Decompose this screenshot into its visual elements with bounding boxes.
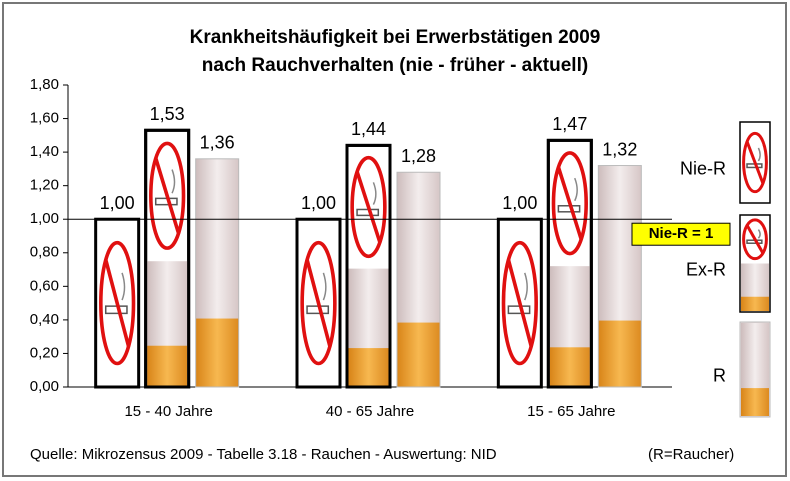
sign-slash bbox=[154, 157, 181, 234]
sign-slash bbox=[506, 259, 534, 348]
y-tick-label: 1,20 bbox=[30, 177, 59, 194]
legend-label: Ex-R bbox=[686, 259, 726, 279]
sign-smoke bbox=[524, 272, 528, 301]
value-label: 1,53 bbox=[150, 104, 185, 124]
cigarette-filter bbox=[741, 296, 769, 311]
chart-subtitle: nach Rauchverhalten (nie - früher - aktu… bbox=[202, 55, 588, 76]
sign-smoke bbox=[171, 169, 176, 194]
value-label: 1,28 bbox=[401, 146, 436, 166]
sign-smoke bbox=[757, 229, 761, 239]
cigarette-filter bbox=[147, 345, 188, 386]
sign-cigarette bbox=[557, 205, 581, 213]
value-label: 1,00 bbox=[100, 193, 135, 213]
sign-cigarette bbox=[104, 305, 128, 315]
y-tick-label: 1,60 bbox=[30, 110, 59, 127]
chart-title: Krankheitshäufigkeit bei Erwerbstätigen … bbox=[190, 27, 601, 48]
value-label: 1,36 bbox=[200, 133, 235, 153]
value-label: 1,32 bbox=[602, 139, 637, 159]
y-tick-label: 0,00 bbox=[30, 378, 59, 395]
cigarette-filter bbox=[397, 322, 440, 387]
bar-border bbox=[345, 143, 392, 389]
sign-slash bbox=[355, 170, 382, 244]
y-tick-label: 0,20 bbox=[30, 344, 59, 361]
y-tick-label: 0,40 bbox=[30, 311, 59, 328]
sign-smoke bbox=[121, 272, 126, 301]
value-label: 1,00 bbox=[502, 193, 537, 213]
reference-box bbox=[631, 222, 731, 246]
value-label: 1,44 bbox=[351, 119, 386, 139]
bar-edge bbox=[597, 165, 642, 388]
sign-slash bbox=[745, 140, 765, 185]
sign-cigarette bbox=[356, 208, 380, 217]
cigarette-filter bbox=[598, 320, 642, 387]
sign-smoke bbox=[574, 177, 578, 202]
note: (R=Raucher) bbox=[648, 446, 734, 463]
sign-smoke bbox=[757, 147, 761, 162]
bar-border bbox=[546, 138, 593, 389]
sign-cigarette bbox=[154, 197, 178, 206]
legend-label: Nie-R bbox=[680, 158, 726, 178]
bar-border bbox=[144, 128, 191, 389]
cigarette-filter bbox=[195, 318, 239, 387]
y-tick-label: 0,80 bbox=[30, 244, 59, 261]
cigarette-filter bbox=[741, 388, 769, 416]
sign-cigarette bbox=[306, 305, 330, 315]
y-tick-label: 1,00 bbox=[30, 210, 59, 227]
value-label: 1,00 bbox=[301, 193, 336, 213]
bar-edge bbox=[195, 158, 240, 388]
y-tick-label: 0,60 bbox=[30, 277, 59, 294]
cigarette-filter bbox=[348, 348, 389, 386]
sign-slash bbox=[103, 259, 131, 348]
value-label: 1,47 bbox=[552, 114, 587, 134]
sign-cigarette bbox=[507, 305, 531, 315]
x-tick-label: 15 - 40 Jahre bbox=[124, 403, 212, 420]
x-tick-label: 40 - 65 Jahre bbox=[326, 403, 414, 420]
source: Quelle: Mikrozensus 2009 - Tabelle 3.18 … bbox=[30, 446, 497, 463]
bar-edge bbox=[396, 171, 441, 388]
reference-label: Nie-R = 1 bbox=[649, 225, 714, 242]
sign-slash bbox=[305, 259, 332, 348]
sign-smoke bbox=[322, 272, 327, 301]
sign-slash bbox=[556, 166, 583, 241]
x-tick-label: 15 - 65 Jahre bbox=[527, 403, 615, 420]
sign-slash bbox=[745, 224, 765, 254]
sign-smoke bbox=[372, 182, 377, 205]
y-tick-label: 1,80 bbox=[30, 76, 59, 93]
cigarette-filter bbox=[549, 347, 590, 386]
legend-label: R bbox=[713, 365, 726, 385]
y-tick-label: 1,40 bbox=[30, 143, 59, 160]
